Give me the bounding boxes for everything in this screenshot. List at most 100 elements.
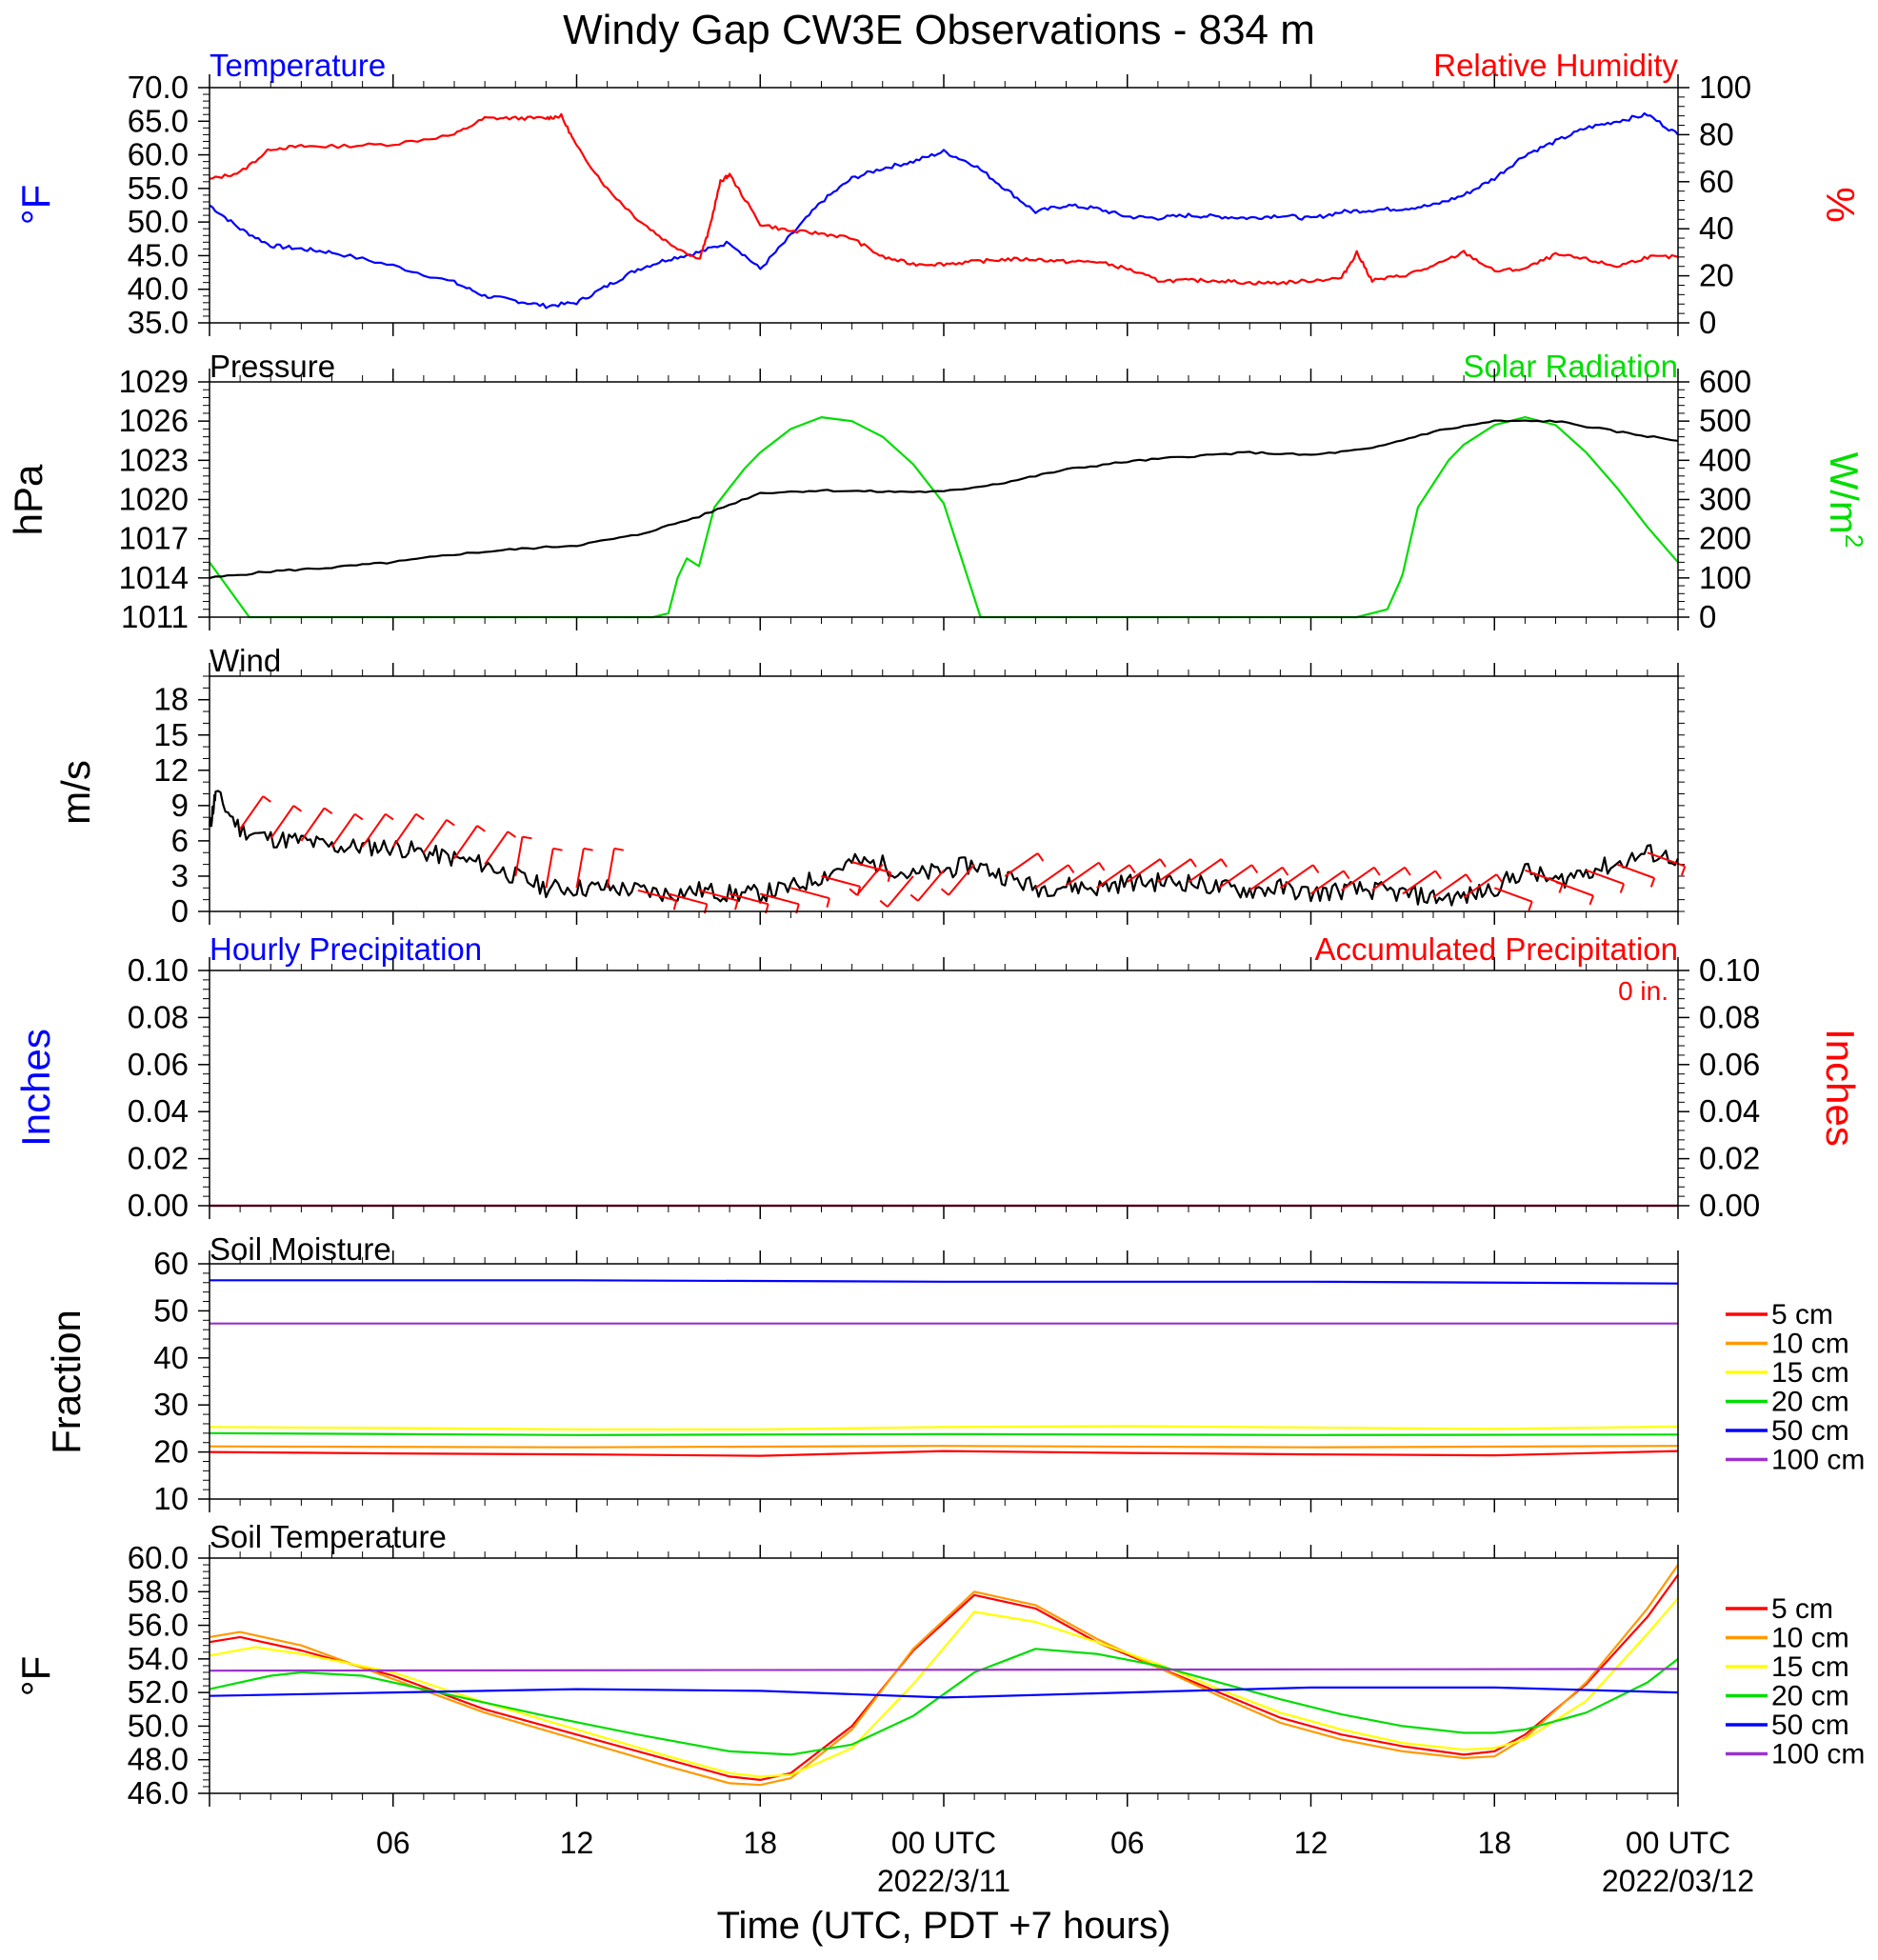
wind-barb-flag — [292, 805, 303, 812]
wind-barb — [1004, 852, 1039, 877]
y-tick-label: 9 — [171, 788, 189, 823]
solar-tick-labels: 600 500 400 300 200 100 0 — [1678, 364, 1751, 634]
wind-barb-flag — [1311, 864, 1320, 873]
wind-barb — [1034, 864, 1069, 890]
wind-barb-flag — [1680, 866, 1687, 876]
wind-title: Wind — [210, 643, 281, 678]
wind-barb — [1279, 864, 1314, 890]
wind-barb-flag — [879, 899, 889, 908]
wind-barb — [1616, 863, 1655, 879]
accumulated-precip-total: 0 in. — [1618, 976, 1668, 1006]
soil-moisture-tick-labels: 60 50 40 30 20 10 — [153, 1246, 210, 1516]
y-tick-label: 18 — [153, 682, 189, 717]
humidity-title: Relative Humidity — [1433, 48, 1678, 83]
wind-barb-flag — [415, 812, 425, 821]
y-tick-label: 0 — [1699, 305, 1716, 340]
y-tick-label: 6 — [171, 823, 189, 858]
wind-barb-flag — [940, 888, 949, 896]
wind-barb-flag — [1220, 858, 1228, 868]
series-line — [209, 1431, 1679, 1436]
wind-unit-label: m/s — [53, 760, 98, 825]
wind-barb — [1493, 887, 1533, 903]
temperature-humidity-panel: Temperature Relative Humidity °F % 70.06… — [13, 48, 1863, 340]
accumulated-precip-title: Accumulated Precipitation — [1314, 931, 1678, 967]
soil-temperature-tick-labels: 60.058.056.054.052.050.048.046.0 — [128, 1540, 210, 1810]
y-tick-label: 10 — [153, 1481, 189, 1516]
y-tick-label: 15 — [153, 717, 189, 752]
wind-barb-flag — [1343, 870, 1350, 880]
x-tick-label: 00 UTC — [1626, 1826, 1730, 1860]
wind-barb — [698, 889, 738, 902]
wind-barb — [821, 875, 861, 888]
series-line — [209, 1686, 1679, 1699]
series-line — [209, 1445, 1679, 1449]
wind-barb-flag — [1558, 883, 1564, 893]
series-line — [208, 790, 1679, 907]
wind-barb-flag — [1619, 883, 1626, 893]
hourly-precip-unit-label: Inches — [13, 1029, 58, 1147]
wind-barb-flag — [446, 818, 455, 827]
pressure-solar-panel: Pressure Solar Radiation hPa W/m2 102910… — [6, 349, 1868, 634]
soil-moisture-title: Soil Moisture — [210, 1231, 391, 1267]
wind-barb — [545, 848, 554, 889]
y-tick-label: 0.06 — [1699, 1047, 1760, 1082]
wind-barb — [606, 848, 615, 889]
figure-title: Windy Gap CW3E Observations - 834 m — [563, 7, 1315, 53]
temperature-title: Temperature — [210, 48, 386, 83]
y-tick-label: 0.10 — [1699, 952, 1760, 988]
accum-precip-tick-labels: 0.10 0.08 0.06 0.04 0.02 0.00 — [1678, 952, 1760, 1223]
wind-barb — [1402, 870, 1436, 895]
y-tick-label: 58.0 — [128, 1573, 189, 1609]
x-tick-label: 12 — [560, 1826, 594, 1860]
x-tick-label: 12 — [1294, 1826, 1329, 1860]
pressure-tick-labels: 1029 1026 1023 1020 1017 1014 1011 — [119, 364, 210, 634]
legend-label: 50 cm — [1771, 1415, 1849, 1447]
y-tick-label: 46.0 — [128, 1775, 189, 1810]
x-date-label: 2022/03/12 — [1602, 1864, 1754, 1898]
wind-barb — [637, 889, 677, 902]
y-tick-label: 0.04 — [1699, 1093, 1760, 1129]
wind-barb — [851, 861, 891, 873]
precipitation-frame — [209, 970, 1679, 1207]
wind-barb — [1555, 881, 1594, 897]
wind-barb — [391, 813, 417, 848]
legend-label: 5 cm — [1771, 1299, 1833, 1330]
y-tick-label: 0.08 — [128, 999, 189, 1034]
wind-barb-flag — [323, 807, 333, 815]
wind-barb — [1218, 864, 1253, 890]
legend-label: 100 cm — [1771, 1739, 1865, 1770]
wind-barb — [239, 795, 265, 830]
soil-moisture-frame — [209, 1263, 1679, 1500]
y-tick-label: 60.0 — [128, 137, 189, 172]
wind-barb-flag — [1067, 864, 1075, 873]
y-tick-label: 70.0 — [128, 70, 189, 105]
y-tick-label: 0.02 — [128, 1141, 189, 1176]
time-axis-ticks — [209, 74, 1679, 1807]
y-tick-label: 0.06 — [128, 1047, 189, 1082]
wind-barb-flag — [1404, 867, 1411, 876]
solar-unit-superscript: 2 — [1840, 534, 1868, 548]
y-tick-label: 45.0 — [128, 237, 189, 272]
pressure-unit-label: hPa — [6, 464, 50, 535]
series-line — [209, 1450, 1679, 1457]
time-axis-tick-labels: 06 12 18 00 UTC 2022/3/11 06 12 18 00 UTC 2022/03… — [376, 1826, 1754, 1898]
legend-label: 100 cm — [1771, 1445, 1865, 1476]
soil-temperature-lines — [209, 1564, 1679, 1787]
wind-barb — [1065, 861, 1100, 887]
legend-label: 50 cm — [1771, 1710, 1849, 1741]
wind-barb — [917, 870, 945, 902]
y-tick-label: 0.00 — [128, 1188, 189, 1223]
series-line — [209, 1668, 1679, 1672]
soil-moisture-unit-label: Fraction — [44, 1310, 89, 1454]
wind-barb — [484, 830, 509, 866]
y-tick-label: 0 — [171, 893, 189, 929]
wind-barb-flag — [1495, 873, 1504, 883]
wind-barb — [330, 813, 356, 848]
wind-barb-flag — [1036, 852, 1045, 862]
y-tick-label: 0.02 — [1699, 1141, 1760, 1176]
y-tick-label: 60 — [153, 1246, 189, 1281]
humidity-tick-labels: 100 80 60 40 20 0 — [1678, 70, 1751, 340]
wind-barb-flag — [262, 795, 271, 803]
accum-precip-unit-label: Inches — [1818, 1029, 1863, 1147]
